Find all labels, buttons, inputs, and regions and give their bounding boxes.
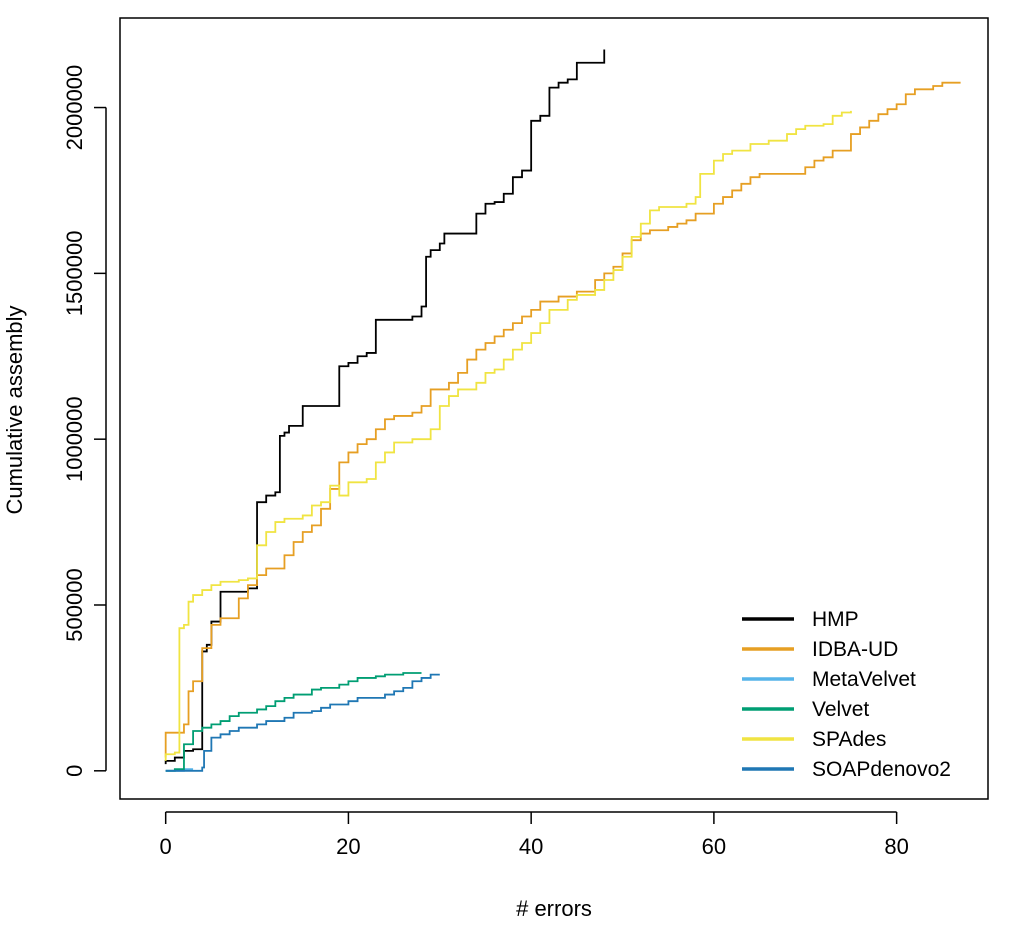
legend-label-spades: SPAdes (812, 728, 886, 751)
x-tick-label: 60 (702, 834, 726, 859)
legend-label-metavelvet: MetaVelvet (812, 668, 916, 691)
y-tick-label: 1500000 (62, 231, 87, 317)
y-tick-label: 500000 (62, 568, 87, 641)
y-tick-label: 1000000 (62, 396, 87, 482)
legend-label-hmp: HMP (812, 608, 859, 631)
x-axis: 0 20 40 60 80 (160, 811, 909, 859)
series-line-soapdenovo2 (165, 673, 440, 772)
y-tick-label: 0 (62, 765, 87, 777)
series-line-velvet (165, 672, 422, 772)
legend: HMP IDBA-UD MetaVelvet Velvet SPAdes SOAPdeno… (742, 608, 951, 781)
plot-frame (119, 17, 989, 800)
series-layer (164, 49, 961, 772)
legend-label-velvet: Velvet (812, 698, 869, 721)
series-line-spades (164, 110, 852, 761)
y-axis-title: Cumulative assembly (2, 305, 27, 514)
x-tick-label: 40 (519, 834, 543, 859)
y-axis: 0 500000 1000000 1500000 2000000 (62, 65, 107, 777)
series-line-idba-ud (164, 81, 961, 758)
y-tick-label: 2000000 (62, 65, 87, 151)
x-tick-label: 0 (160, 834, 172, 859)
legend-label-soapdenovo2: SOAPdenovo2 (812, 758, 951, 781)
legend-label-idba-ud: IDBA-UD (812, 638, 898, 661)
x-tick-label: 80 (884, 834, 908, 859)
series-line-hmp (164, 49, 606, 765)
x-tick-label: 20 (336, 834, 360, 859)
x-axis-title: # errors (516, 896, 592, 921)
